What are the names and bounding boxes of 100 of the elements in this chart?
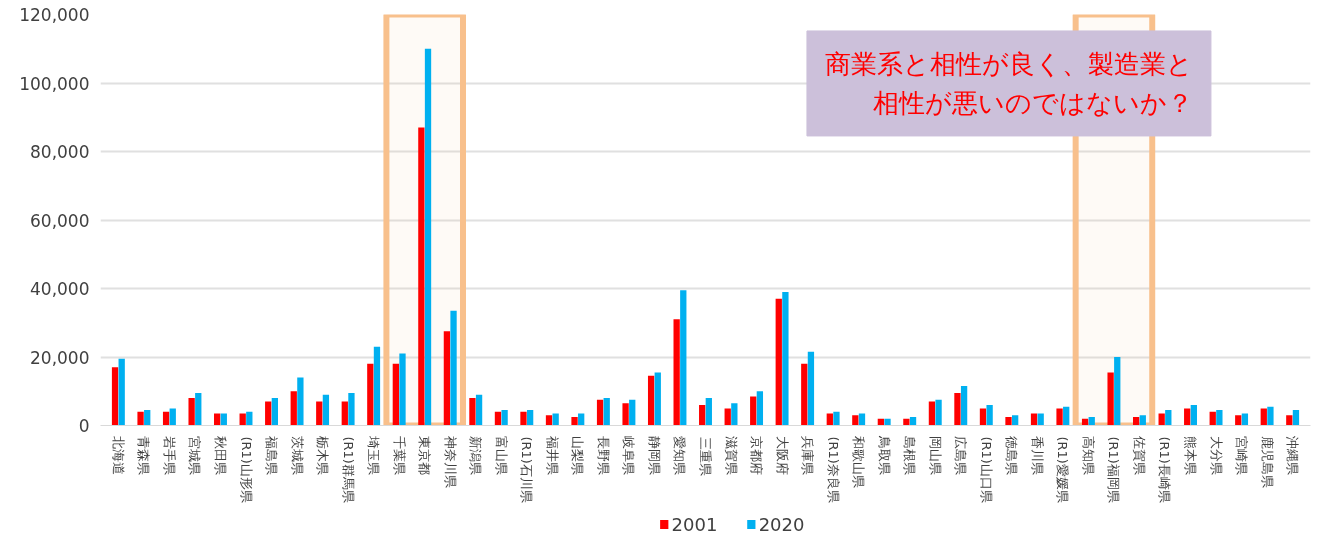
- y-tick-label: 40,000: [30, 279, 90, 299]
- bar: [520, 411, 527, 426]
- x-tick-label: 三重県: [698, 436, 713, 476]
- bar: [322, 394, 330, 426]
- x-tick-label: 兵庫県: [800, 436, 816, 476]
- x-tick-label: 京都府: [749, 436, 765, 476]
- bar: [450, 310, 457, 426]
- x-tick-label: 宮崎県: [1234, 436, 1250, 476]
- x-tick-label: 秋田県: [212, 436, 228, 476]
- bar: [960, 386, 968, 426]
- bar: [316, 401, 323, 426]
- bar: [526, 410, 534, 426]
- bar: [1107, 372, 1114, 426]
- bar: [1260, 408, 1267, 426]
- x-tick-label: 熊本県: [1183, 436, 1199, 476]
- y-tick-label: 100,000: [19, 73, 90, 94]
- bar: [680, 290, 687, 426]
- bar: [1056, 408, 1063, 426]
- bar: [750, 396, 757, 426]
- bar: [731, 403, 738, 426]
- x-tick-label: (R1)山形県: [238, 436, 254, 503]
- bar: [469, 398, 476, 426]
- bar: [246, 411, 253, 426]
- bar: [271, 398, 278, 426]
- bar: [494, 411, 502, 426]
- x-tick-label: 茨城県: [289, 436, 305, 476]
- bar: [928, 401, 936, 426]
- bar: [399, 353, 406, 426]
- bar: [852, 415, 859, 426]
- bar: [1165, 410, 1172, 426]
- bar: [348, 392, 355, 426]
- bar: [1292, 410, 1300, 426]
- x-tick-label: 愛知県: [672, 436, 688, 476]
- bar: [571, 416, 578, 426]
- x-tick-label: 北海道: [110, 436, 126, 476]
- legend-label: 2001: [671, 514, 718, 535]
- x-tick-label: (R1)石川県: [519, 436, 535, 503]
- x-tick-label: 鹿児島県: [1259, 436, 1275, 489]
- x-tick-label: 沖縄県: [1285, 436, 1301, 476]
- y-tick-label: 0: [78, 416, 90, 436]
- x-tick-label: 長野県: [595, 436, 611, 476]
- bar: [596, 399, 604, 426]
- bar: [801, 363, 808, 426]
- bar: [979, 408, 987, 426]
- x-tick-label: 千葉県: [391, 436, 407, 476]
- bar: [724, 408, 731, 426]
- bar: [756, 391, 764, 426]
- bar: [654, 372, 661, 426]
- bar: [673, 319, 680, 426]
- bar: [775, 298, 782, 426]
- bar: [1139, 415, 1146, 426]
- x-tick-label: 広島県: [953, 436, 969, 476]
- bar: [169, 408, 176, 426]
- annotation: 商業系と相性が良く、製造業と相性が悪いのではないか？: [824, 48, 1193, 118]
- bar: [1209, 411, 1216, 426]
- bar: [118, 358, 125, 426]
- bar: [265, 401, 272, 426]
- bar: [1005, 416, 1012, 426]
- x-tick-label: 山梨県: [570, 436, 586, 476]
- bar: [1267, 406, 1274, 426]
- bar: [807, 351, 815, 426]
- bar: [1063, 406, 1070, 426]
- bar: [545, 415, 553, 426]
- bar: [290, 391, 297, 426]
- bar: [373, 346, 381, 426]
- x-tick-label: 岐阜県: [621, 436, 637, 476]
- legend-label: 2020: [758, 514, 805, 535]
- bar: [501, 410, 508, 426]
- x-tick-label: 宮城県: [187, 436, 203, 476]
- x-tick-label: 岩手県: [161, 436, 177, 476]
- bar: [647, 375, 655, 426]
- x-tick-label: 神奈川県: [442, 436, 458, 489]
- x-tick-label: 鳥取県: [876, 435, 892, 476]
- bar: [1235, 415, 1242, 426]
- bar: [1012, 415, 1019, 426]
- x-tick-label: 埼玉県: [366, 435, 382, 476]
- bar: [297, 377, 304, 426]
- x-tick-label: (R1)奈良県: [825, 436, 841, 503]
- bar: [903, 418, 910, 426]
- x-tick-label: (R1)福岡県: [1106, 436, 1122, 503]
- bar: [1114, 357, 1121, 426]
- bar: [162, 411, 170, 426]
- x-tick-label: 福島県: [264, 436, 280, 476]
- y-tick-label: 60,000: [30, 210, 90, 231]
- x-tick-label: 滋賀県: [723, 436, 739, 476]
- x-tick-label: (R1)愛媛県: [1055, 436, 1071, 503]
- x-tick-label: (R1)群馬県: [340, 436, 356, 503]
- x-tick-label: 岡山県: [927, 436, 943, 476]
- x-tick-label: 佐賀県: [1131, 436, 1147, 476]
- bar: [705, 398, 712, 426]
- bar: [443, 331, 451, 426]
- x-tick-label: 徳島県: [1004, 436, 1020, 476]
- bar: [144, 410, 151, 426]
- y-tick-label: 80,000: [30, 142, 90, 162]
- bar: [954, 392, 961, 426]
- x-tick-label: 静岡県: [646, 436, 662, 476]
- bar: [341, 401, 348, 426]
- x-tick-label: (R1)山口県: [978, 436, 994, 503]
- bar: [1184, 408, 1191, 426]
- x-tick-label: (R1)長崎県: [1157, 436, 1173, 503]
